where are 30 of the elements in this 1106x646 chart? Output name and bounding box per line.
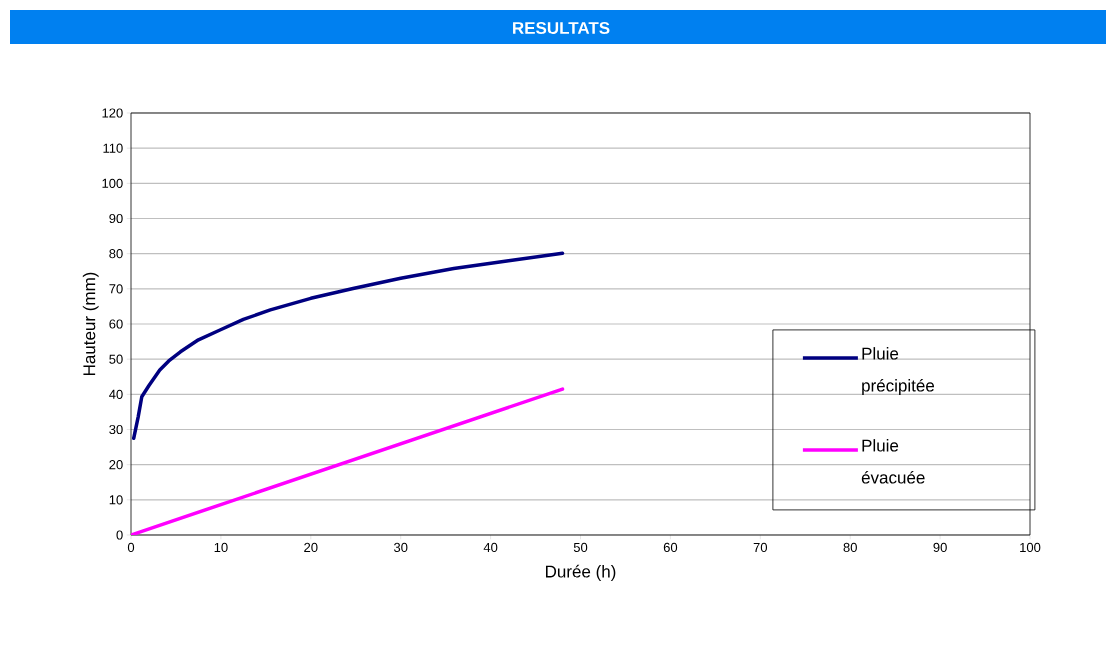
y-tick-label: 100 [102,178,123,188]
y-tick-label: 50 [109,354,123,364]
y-tick-label: 40 [109,389,123,399]
x-tick-label: 10 [214,542,228,552]
x-tick-label: 60 [663,542,678,552]
legend-label: Pluie évacuée [861,439,925,484]
legend-label: Pluie précipitée [862,347,935,395]
x-tick-label: 30 [393,542,408,552]
y-tick-label: 110 [103,143,123,153]
x-tick-label: 20 [304,542,318,552]
x-axis-title: Durée (h) [546,564,616,581]
line-series [131,251,565,441]
y-tick-label: 60 [109,319,123,329]
x-tick-label: 40 [483,542,498,552]
x-tick-label: 0 [127,542,135,552]
y-axis-title: Hauteur (mm) [82,272,99,376]
x-tick-label: 90 [933,542,947,552]
y-tick-label: 0 [116,530,123,540]
x-tick-label: 80 [843,542,857,552]
y-tick-label: 90 [109,213,123,224]
x-tick-label: 70 [753,542,768,552]
y-tick-label: 80 [109,249,123,259]
x-tick-label: 50 [573,542,588,552]
y-tick-label: 10 [109,495,123,505]
chart-title: RESULTATS [513,21,610,35]
y-tick-label: 70 [109,284,123,294]
x-tick-label: 100 [1020,542,1041,552]
y-tick-label: 20 [109,460,123,470]
y-tick-label: 120 [102,108,123,118]
y-tick-label: 30 [109,424,123,435]
